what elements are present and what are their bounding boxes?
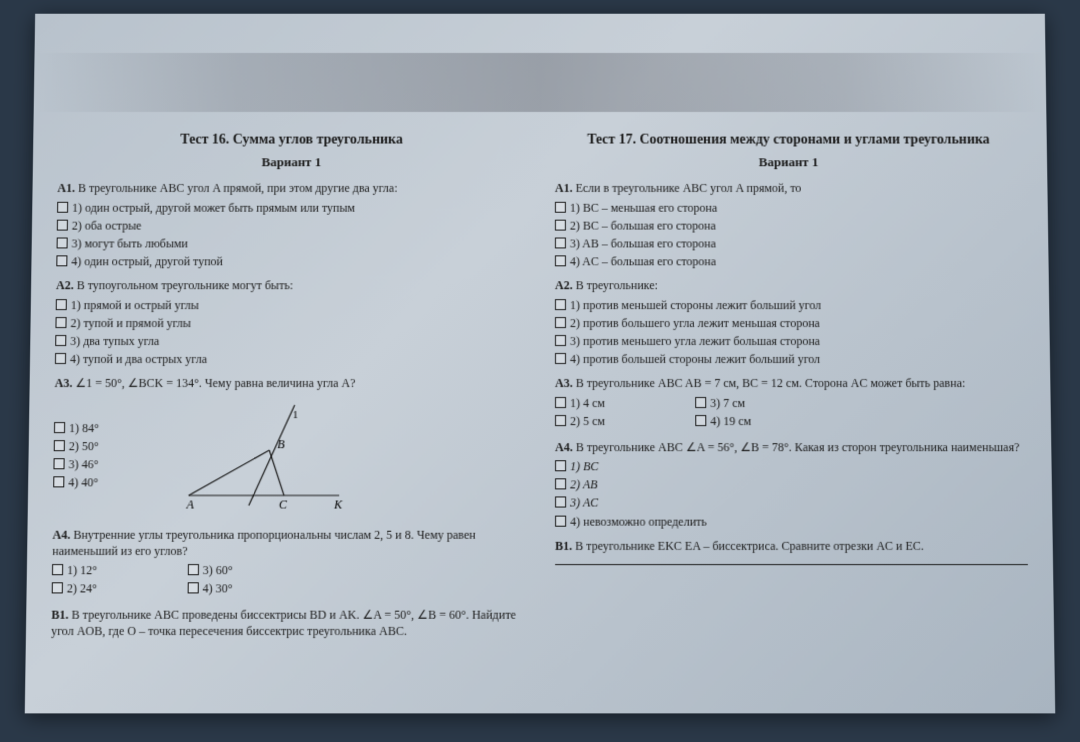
option: 4) AC – большая его сторона: [555, 254, 1024, 270]
option: 2) тупой и прямой углы: [55, 315, 525, 331]
checkbox-icon[interactable]: [555, 335, 566, 346]
checkbox-icon[interactable]: [555, 415, 566, 426]
option: 2) 24°: [52, 580, 97, 596]
checkbox-icon[interactable]: [57, 219, 68, 230]
checkbox-icon[interactable]: [52, 582, 63, 593]
svg-text:B: B: [277, 437, 285, 451]
option: 4) тупой и два острых угла: [55, 351, 525, 367]
checkbox-icon[interactable]: [555, 479, 566, 490]
option: 2) 50°: [54, 438, 99, 454]
checkbox-icon[interactable]: [555, 397, 566, 408]
option: 1) BC: [555, 458, 1027, 474]
checkbox-icon[interactable]: [55, 317, 66, 328]
q-ra1: А1. Если в треугольнике ABC угол A прямо…: [555, 180, 1024, 269]
q-a1-label: А1.: [57, 181, 75, 195]
svg-text:1: 1: [292, 408, 298, 420]
option: 4) 30°: [187, 580, 232, 596]
answer-line: [555, 564, 1028, 565]
q-a3-text: ∠1 = 50°, ∠BCK = 134°. Чему равна величи…: [75, 376, 355, 390]
checkbox-icon[interactable]: [695, 415, 706, 426]
test17-title: Тест 17. Соотношения между сторонами и у…: [555, 132, 1022, 151]
checkbox-icon[interactable]: [555, 201, 566, 212]
checkbox-icon[interactable]: [555, 238, 566, 249]
option: 4) один острый, другой тупой: [56, 254, 525, 270]
checkbox-icon[interactable]: [53, 477, 64, 488]
option: 4) невозможно определить: [555, 513, 1027, 529]
q-b1-text: В треугольнике ABC проведены биссектрисы…: [51, 608, 516, 639]
q-ra4: А4. В треугольнике ABC ∠A = 56°, ∠B = 78…: [555, 439, 1027, 530]
svg-text:K: K: [333, 497, 343, 510]
option: 2) против большего угла лежит меньшая ст…: [555, 315, 1025, 331]
option: 3) 46°: [53, 456, 98, 472]
q-a3: А3. ∠1 = 50°, ∠BCK = 134°. Чему равна ве…: [53, 375, 525, 518]
option: 1) 84°: [54, 420, 99, 436]
checkbox-icon[interactable]: [54, 422, 65, 433]
checkbox-icon[interactable]: [188, 564, 199, 575]
checkbox-icon[interactable]: [55, 353, 66, 364]
q-a1-text: В треугольнике ABC угол A прямой, при эт…: [78, 181, 398, 195]
checkbox-icon[interactable]: [52, 564, 63, 575]
q-a2-label: А2.: [56, 279, 74, 293]
option: 1) прямой и острый углы: [56, 297, 525, 313]
q-ra3: А3. В треугольнике ABC AB = 7 см, BC = 1…: [555, 375, 1026, 431]
checkbox-icon[interactable]: [57, 238, 68, 249]
q-a4-text: Внутренние углы треугольника пропорциона…: [52, 527, 475, 557]
checkbox-icon[interactable]: [555, 256, 566, 267]
option: 1) 4 см: [555, 395, 605, 411]
checkbox-icon[interactable]: [54, 440, 65, 451]
q-a3-label: А3.: [55, 376, 73, 390]
option: 4) против большей стороны лежит больший …: [555, 351, 1025, 367]
q-b1-label: В1.: [51, 608, 68, 622]
checkbox-icon[interactable]: [56, 256, 67, 267]
option: 3) AC: [555, 495, 1027, 511]
option: 1) 12°: [52, 562, 97, 578]
option: 1) BC – меньшая его сторона: [555, 199, 1023, 215]
right-column: Тест 17. Соотношения между сторонами и у…: [555, 43, 1030, 703]
svg-text:C: C: [279, 497, 288, 510]
q-b1: В1. В треугольнике ABC проведены биссект…: [51, 607, 525, 640]
checkbox-icon[interactable]: [555, 299, 566, 310]
option: 3) два тупых угла: [55, 333, 525, 349]
test17-variant: Вариант 1: [555, 153, 1022, 170]
q-a4: А4. Внутренние углы треугольника пропорц…: [52, 526, 525, 599]
checkbox-icon[interactable]: [555, 515, 566, 526]
option: 3) AB – большая его сторона: [555, 236, 1024, 252]
q-ra2: А2. В треугольнике: 1) против меньшей ст…: [555, 278, 1025, 368]
option: 3) 7 см: [695, 395, 751, 411]
option: 1) против меньшей стороны лежит больший …: [555, 297, 1024, 313]
checkbox-icon[interactable]: [57, 201, 68, 212]
option: 2) оба острые: [57, 217, 525, 233]
option: 2) BC – большая его сторона: [555, 217, 1023, 233]
q-a1: А1. В треугольнике ABC угол A прямой, пр…: [56, 180, 525, 269]
checkbox-icon[interactable]: [555, 353, 566, 364]
q-a2: А2. В тупоугольном треугольнике могут бы…: [55, 278, 525, 368]
checkbox-icon[interactable]: [555, 219, 566, 230]
option: 2) AB: [555, 477, 1027, 493]
checkbox-icon[interactable]: [53, 458, 64, 469]
checkbox-icon[interactable]: [695, 397, 706, 408]
checkbox-icon[interactable]: [187, 582, 198, 593]
left-column: Тест 16. Сумма углов треугольника Вариан…: [50, 43, 525, 703]
option: 4) 19 см: [695, 413, 751, 429]
q-a2-text: В тупоугольном треугольнике могут быть:: [77, 279, 293, 293]
checkbox-icon[interactable]: [555, 497, 566, 508]
svg-text:A: A: [185, 497, 194, 510]
option: 3) могут быть любыми: [57, 236, 526, 252]
checkbox-icon[interactable]: [55, 335, 66, 346]
checkbox-icon[interactable]: [555, 317, 566, 328]
checkbox-icon[interactable]: [555, 460, 566, 471]
test16-title: Тест 16. Сумма углов треугольника: [58, 132, 525, 151]
option: 4) 40°: [53, 474, 98, 490]
checkbox-icon[interactable]: [56, 299, 67, 310]
option: 1) один острый, другой может быть прямым…: [57, 199, 525, 215]
triangle-diagram: A B C K 1: [178, 400, 349, 511]
option: 3) против меньшего угла лежит большая ст…: [555, 333, 1025, 349]
q-a4-label: А4.: [52, 527, 70, 541]
option: 3) 60°: [188, 562, 233, 578]
test16-variant: Вариант 1: [58, 153, 525, 170]
option: 2) 5 см: [555, 413, 605, 429]
q-rb1: В1. В треугольнике EKC EA – биссектриса.…: [555, 538, 1028, 565]
